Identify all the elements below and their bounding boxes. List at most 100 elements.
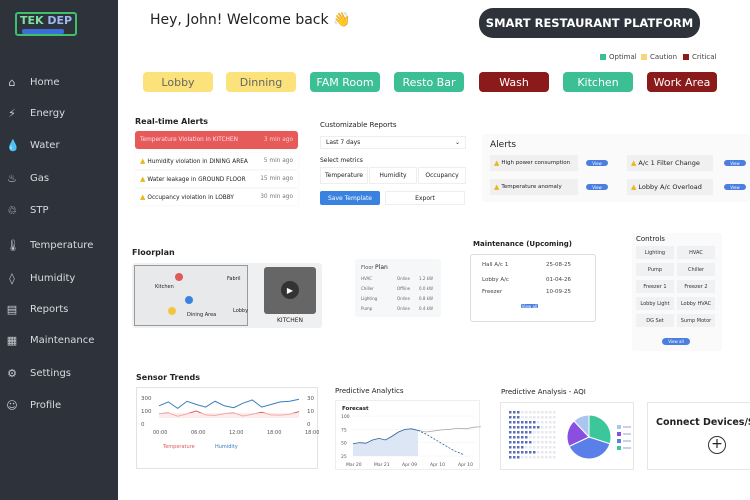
sidebar-item-label: Temperature [30,239,94,251]
forecast-down-line [417,430,464,455]
sidebar-item-stp[interactable]: ♲ STP [6,201,48,219]
sidebar-item-label: Profile [30,399,62,411]
legend-label: Optimal [609,53,637,61]
metric-toggle[interactable]: Humidity [369,167,417,184]
play-icon[interactable]: ▶ [281,281,299,299]
save-template-button[interactable]: Save Template [320,191,380,205]
controls-view-all-button[interactable]: View all [662,338,690,345]
warning-icon: ▲ [631,183,637,191]
control-button[interactable]: Freezer 1 [636,280,674,293]
aqi-dot [509,431,512,434]
sidebar-item-gas[interactable]: ♨ Gas [6,169,49,187]
alert-view-button[interactable]: View [586,184,608,190]
realtime-alert-item[interactable]: ▲ Water leakage in GROUND FLOOR 15 min ago [135,171,298,187]
aqi-dot [541,411,544,414]
legend-caution: Caution [641,53,677,61]
aqi-dot [529,456,532,459]
zone-button[interactable]: Resto Bar [394,72,464,92]
control-button[interactable]: Freezer 2 [677,280,715,293]
aqi-dot [529,421,532,424]
alert-item: ▲ A/c 1 Filter Change [627,155,713,171]
aqi-dot [529,446,532,449]
realtime-alert-item[interactable]: Temperature Violation in KITCHEN 3 min ag… [135,131,298,149]
aqi-dot [517,411,520,414]
maintenance-cell: 10-09-25 [546,289,571,295]
aqi-dot [509,416,512,419]
date-range-select[interactable]: Last 7 days ⌄ [320,136,466,149]
sidebar-item-water[interactable]: 💧 Water [6,136,60,154]
aqi-dot [533,426,536,429]
alert-view-button[interactable]: View [586,160,608,166]
camera-feed[interactable]: ▶ [264,267,316,314]
aqi-dot [553,416,556,419]
aqi-panel [500,402,634,470]
sensor-marker[interactable] [185,296,193,304]
aqi-dot [513,436,516,439]
alert-item: ▲ Lobby A/c Overload [627,179,713,195]
add-device-icon[interactable]: + [708,436,726,454]
aqi-dot [529,431,532,434]
zone-button[interactable]: Kitchen [563,72,633,92]
aqi-dot [537,416,540,419]
warning-icon: ▲ [631,159,637,167]
panel-title: Floor [361,265,374,271]
aqi-dot [541,456,544,459]
control-button[interactable]: Lighting [636,246,674,259]
control-button[interactable]: Lobby HVAC [677,297,715,310]
control-button[interactable]: DG Set [636,314,674,327]
realtime-alert-item[interactable]: ▲ Humidity violation in DINING AREA 5 min … [135,153,298,169]
maintenance-cell: Lobby A/c [482,277,509,283]
metric-toggle[interactable]: Temperature [320,167,368,184]
control-button[interactable]: Lobby Light [636,297,674,310]
zone-button[interactable]: FAM Room [310,72,380,92]
aqi-dot [537,431,540,434]
maintenance-view-all-button[interactable]: View all [521,303,538,309]
caution-marker[interactable] [168,307,176,315]
aqi-dot [525,436,528,439]
sidebar-item-profile[interactable]: ☺ Profile [6,396,61,414]
aqi-dot [541,416,544,419]
sensor-trends-title: Sensor Trends [136,373,201,382]
x-tick: Apr 10 [458,462,473,468]
sidebar-item-label: Home [30,76,60,88]
zone-button[interactable]: Dinning [226,72,296,92]
zone-button[interactable]: Work Area [647,72,717,92]
floorplan-map[interactable]: Kitchen Fabril Dining Area Lobby [134,265,248,326]
forecast-chart: Forecast 100 75 50 25 Mar 20 Mar 21 Apr 09 Apr … [335,400,491,470]
sidebar-item-reports[interactable]: ▤ Reports [6,300,69,318]
aqi-dot [521,446,524,449]
sidebar-item-energy[interactable]: ⚡ Energy [6,104,65,122]
connect-devices-title: Connect Devices/Sensors [656,417,750,428]
aqi-dot [553,446,556,449]
realtime-alert-item[interactable]: ▲ Occupancy violation in LOBBY 30 min ago [135,189,298,205]
control-button[interactable]: Chiller [677,263,715,276]
aqi-dot [517,456,520,459]
sidebar-item-temperature[interactable]: 🌡 Temperature [6,236,93,254]
y-tick-left: 300 [141,396,152,402]
x-tick: Mar 21 [374,462,390,468]
pie-legend-swatch [617,425,621,429]
alert-marker[interactable] [175,273,183,281]
control-button[interactable]: HVAC [677,246,715,259]
equipment-cell: Chiller [361,286,374,291]
water-icon: 💧 [6,138,20,152]
alert-view-button[interactable]: View [724,184,746,190]
aqi-dot [529,426,532,429]
export-button[interactable]: Export [385,191,465,205]
control-button[interactable]: Sump Motor [677,314,715,327]
sensor-trends-chart: 300 30 100 10 0 0 00:00 06:00 12:00 18:00 18:00 Tem… [136,387,319,469]
aqi-dot [513,451,516,454]
sidebar-item-settings[interactable]: ⚙ Settings [6,364,71,382]
zone-button[interactable]: Wash [479,72,549,92]
aqi-dot [513,431,516,434]
control-button[interactable]: Pump [636,263,674,276]
connect-devices-card[interactable]: Connect Devices/Sensors + [647,402,750,470]
metric-toggle[interactable]: Occupancy [418,167,466,184]
sidebar-item-humidity[interactable]: ◊ Humidity [6,269,75,287]
sidebar-item-home[interactable]: ⌂ Home [6,73,60,91]
warning-icon: ▲ [494,183,500,191]
alert-view-button[interactable]: View [724,160,746,166]
zone-button[interactable]: Lobby [143,72,213,92]
sidebar-item-maintenance[interactable]: ▦ Maintenance [6,331,95,349]
legend-optimal: Optimal [600,53,637,61]
